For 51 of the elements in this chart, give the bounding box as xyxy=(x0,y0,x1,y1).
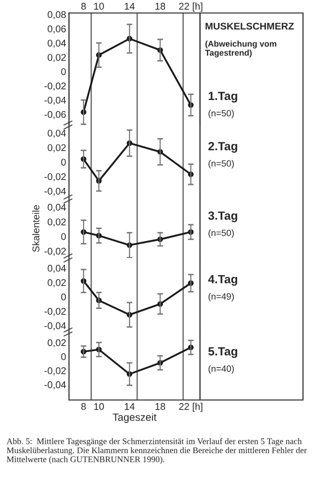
x-tick-label: 10 xyxy=(94,403,104,410)
x-tick-label: 22 [h] xyxy=(179,402,202,412)
text: (n=50) xyxy=(208,160,234,168)
y-tick-label: 0,02 xyxy=(48,218,66,226)
y-tick-label: 0,02 xyxy=(48,339,66,348)
y-tick-label: 0 xyxy=(61,68,66,76)
text: 1.Tag xyxy=(208,92,238,103)
y-tick-label: -0,02 xyxy=(44,308,66,316)
y-tick-label: -0,04 xyxy=(44,381,66,390)
text: (Abweichung vom Tagestrend) xyxy=(205,40,276,58)
x2-tick-label: 14 xyxy=(124,2,135,10)
y-tick-label: 0,02 xyxy=(48,279,66,288)
y-tick-label: 0,04 xyxy=(48,130,66,138)
x-tick-label: 14 xyxy=(124,403,135,410)
x-axis-title: Tageszeit xyxy=(112,413,156,423)
text: 2.Tag xyxy=(208,142,238,153)
y-tick-label: -0,06 xyxy=(44,111,66,120)
y-tick-label: 0 xyxy=(61,353,66,360)
y-tick-label: 0 xyxy=(61,158,66,166)
y-tick-label: 0,04 xyxy=(48,264,66,273)
y-tick-label: -0,02 xyxy=(44,82,66,91)
text: (n=50) xyxy=(208,110,234,118)
y-tick-label: 0,02 xyxy=(48,54,66,62)
x-tick-label: 8 xyxy=(81,403,86,410)
y-tick-label: -0,02 xyxy=(44,367,66,376)
y-tick-label: -0,02 xyxy=(44,173,66,182)
text: (n=40) xyxy=(208,365,234,374)
text: 3.Tag xyxy=(208,211,238,222)
text: 5.Tag xyxy=(208,347,238,358)
text: MUSKELSCHMERZ xyxy=(206,22,294,30)
y-tick-label: 0 xyxy=(61,233,66,240)
text: (n=50) xyxy=(208,229,234,238)
y-tick-label: 0,04 xyxy=(48,40,66,48)
x2-tick-label: 8 xyxy=(81,2,86,10)
y-tick-label: 0 xyxy=(61,294,66,300)
caption: Abb. 5: Mittlere Tagesgänge der Schmerzintensität im Verlauf der ersten 5 Tage nach Muskelüberlastung. Die Klammern kennzeichnen die Bereiche der mittleren Fehler der Mittelwerte (nach GUTENBRUNNER 1990). xyxy=(6,438,307,464)
x2-tick-label: 10 xyxy=(94,2,104,10)
y-tick-label: 0,02 xyxy=(48,144,66,152)
y-tick-label: 0,08 xyxy=(48,11,66,20)
y-tick-label: 0,06 xyxy=(48,25,66,34)
y-tick-label: -0,04 xyxy=(44,96,66,105)
x2-tick-label: 22 [h] xyxy=(179,2,202,12)
y-tick-label: -0,02 xyxy=(44,248,66,256)
y-axis-title: Skalenteile xyxy=(32,205,40,252)
text: 4.Tag xyxy=(208,275,238,286)
text: (n=49) xyxy=(208,292,234,302)
x-tick-label: 18 xyxy=(156,403,166,410)
y-tick-label: -0,04 xyxy=(44,322,66,330)
x2-tick-label: 18 xyxy=(156,2,166,10)
y-tick-label: 0,04 xyxy=(48,204,66,212)
y-tick-label: -0,04 xyxy=(44,188,66,196)
